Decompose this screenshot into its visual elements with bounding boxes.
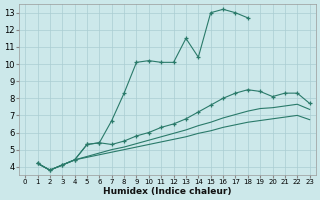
X-axis label: Humidex (Indice chaleur): Humidex (Indice chaleur) bbox=[103, 187, 232, 196]
